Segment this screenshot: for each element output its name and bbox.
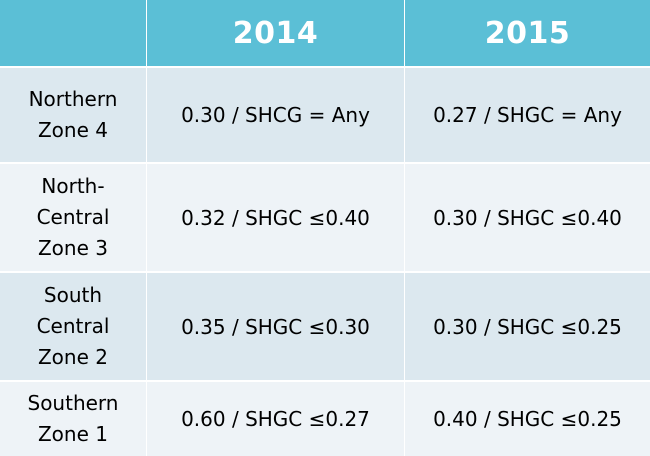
zone-label-cell: Southern Zone 1 — [0, 382, 146, 456]
zone-label-cell: Northern Zone 4 — [0, 68, 146, 162]
value-2014-cell: 0.60 / SHGC ≤0.27 — [147, 382, 404, 456]
value-2015-cell: 0.30 / SHGC ≤0.25 — [405, 273, 650, 380]
zone-label-line: South — [43, 283, 103, 307]
zone-label-line: North- — [41, 174, 105, 198]
value-2014-cell: 0.30 / SHCG = Any — [147, 68, 404, 162]
header-2014: 2014 — [147, 0, 404, 66]
value-2015-cell: 0.27 / SHGC = Any — [405, 68, 650, 162]
zone-label-line: Southern — [27, 391, 119, 415]
zone-label-cell: North- Central Zone 3 — [0, 164, 146, 271]
header-2015: 2015 — [405, 0, 650, 66]
zone-label-line: Zone 2 — [37, 345, 108, 369]
zone-label-line: Northern — [28, 87, 118, 111]
value-2014-cell: 0.32 / SHGC ≤0.40 — [147, 164, 404, 271]
zone-label-line: Zone 3 — [37, 236, 108, 260]
zone-label-line: Central — [36, 314, 110, 338]
zone-label-line: Zone 1 — [37, 422, 108, 446]
value-2014-cell: 0.35 / SHGC ≤0.30 — [147, 273, 404, 380]
zone-label-cell: South Central Zone 2 — [0, 273, 146, 380]
value-2015-cell: 0.40 / SHGC ≤0.25 — [405, 382, 650, 456]
zone-label-line: Zone 4 — [37, 118, 108, 142]
value-2015-cell: 0.30 / SHGC ≤0.40 — [405, 164, 650, 271]
header-empty-cell — [0, 0, 146, 66]
zone-label-line: Central — [36, 205, 110, 229]
